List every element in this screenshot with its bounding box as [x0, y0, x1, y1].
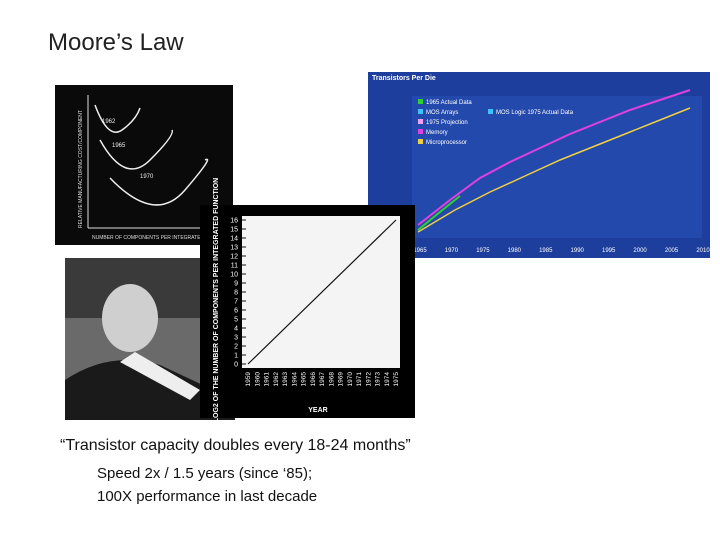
legend-label: MOS Arrays [426, 110, 458, 116]
legend-swatch [418, 99, 423, 104]
y-tick-label: 16 [230, 218, 238, 225]
trend-line [247, 219, 397, 365]
y-tick-label: 8 [234, 290, 238, 297]
legend-swatch [418, 139, 423, 144]
legend-swatch [418, 109, 423, 114]
x-tick-label: 1961 [264, 372, 271, 387]
x-tick-label: 1970 [347, 372, 354, 387]
photo-tie [120, 352, 200, 400]
y-tick-label: 11 [231, 263, 238, 270]
curve [99, 129, 174, 170]
x-tick-label: 2010 [696, 248, 710, 254]
y-axis-label: LOG2 OF THE NUMBER OF COMPONENTS PER INT… [213, 178, 220, 422]
axis-label: RELATIVE MANUFACTURING COST/COMPONENT [78, 110, 84, 228]
y-tick-label: 15 [230, 227, 238, 234]
photo-face [102, 284, 158, 352]
x-tick-label: 1965 [413, 248, 427, 254]
slide-title: Moore’s Law [48, 29, 184, 56]
chart-title: Transistors Per Die [372, 75, 436, 82]
legend-label: Microprocessor [426, 140, 467, 146]
legend-swatch [488, 109, 493, 114]
x-tick-label: 1985 [539, 248, 553, 254]
curve [94, 104, 141, 133]
y-tick-label: 10 [230, 272, 238, 279]
y-tick-label: 12 [230, 254, 238, 261]
x-tick-label: 1970 [445, 248, 459, 254]
legend-label: 1975 Projection [426, 120, 468, 126]
photo-suit [65, 360, 235, 420]
x-tick-label: 1990 [571, 248, 585, 254]
x-tick-label: 1964 [291, 372, 298, 387]
y-tick-label: 6 [234, 308, 238, 315]
memory-line [417, 89, 691, 226]
legend-swatch [418, 119, 423, 124]
y-tick-label: 7 [234, 299, 238, 306]
curve-label: 1962 [102, 119, 116, 125]
log-chart: LOG2 OF THE NUMBER OF COMPONENTS PER INT… [200, 178, 415, 422]
x-tick-label: 2000 [633, 248, 647, 254]
x-tick-label: 1963 [282, 372, 289, 387]
x-tick-label: 1995 [602, 248, 616, 254]
x-tick-label: 1973 [375, 372, 382, 387]
x-tick-label: 1972 [365, 372, 372, 387]
quote: “Transistor capacity doubles every 18-24… [60, 437, 411, 454]
transistor-chart: Transistors Per Die 1965 Actual Data MOS … [368, 72, 710, 258]
bullet: Speed 2x / 1.5 years (since ‘85); [97, 465, 312, 482]
y-tick-label: 1 [234, 353, 238, 360]
x-tick-label: 1966 [310, 372, 317, 387]
curve-label: 1970 [140, 174, 154, 180]
plot-area [412, 96, 702, 238]
x-tick-label: 1975 [393, 372, 400, 387]
legend-label: 1965 Actual Data [426, 100, 472, 106]
actual-line [417, 195, 461, 231]
bullet: 100X performance in last decade [97, 488, 317, 505]
x-tick-label: 1974 [384, 372, 391, 387]
x-tick-label: 1962 [273, 372, 280, 387]
x-tick-label: 1965 [301, 372, 308, 387]
x-tick-label: 1967 [319, 372, 326, 387]
cpu-line [417, 107, 691, 233]
y-tick-label: 9 [234, 281, 238, 288]
x-tick-label: 1968 [328, 372, 335, 387]
y-tick-label: 4 [234, 326, 238, 333]
y-tick-label: 0 [234, 362, 238, 369]
axis-label: NUMBER OF COMPONENTS PER INTEGRATED CIRC… [92, 235, 226, 241]
x-tick-label: 1960 [254, 372, 261, 387]
y-tick-label: 3 [234, 335, 238, 342]
x-tick-label: 1971 [356, 372, 363, 387]
x-tick-label: 1969 [338, 372, 345, 387]
x-axis-label: YEAR [308, 407, 327, 414]
y-tick-label: 2 [234, 344, 238, 351]
x-tick-label: 1959 [245, 372, 252, 387]
y-tick-label: 13 [230, 245, 238, 252]
legend-swatch [418, 129, 423, 134]
y-tick-label: 14 [230, 236, 238, 243]
x-tick-label: 1980 [508, 248, 522, 254]
legend-label: MOS Logic 1975 Actual Data [496, 110, 574, 116]
x-tick-label: 1975 [476, 248, 490, 254]
x-tick-label: 2005 [665, 248, 679, 254]
y-tick-label: 5 [234, 317, 238, 324]
curve-label: 1965 [112, 143, 126, 149]
curve [109, 158, 209, 206]
legend-label: Memory [426, 130, 448, 136]
